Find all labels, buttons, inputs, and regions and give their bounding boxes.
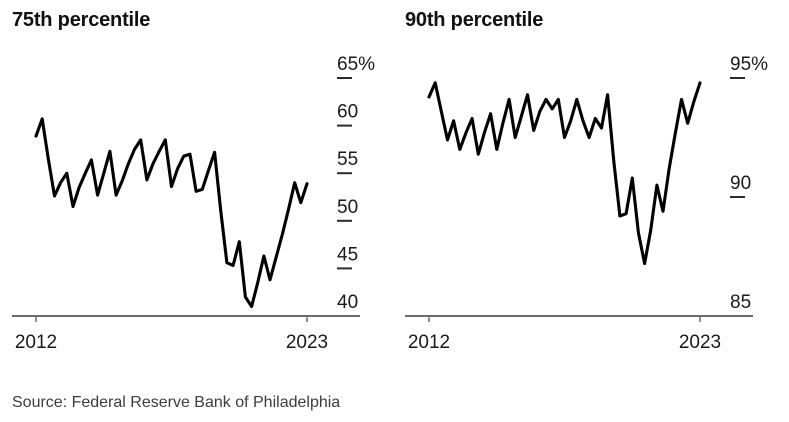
y-tick-label: 50 bbox=[337, 197, 358, 218]
x-tick-label: 2012 bbox=[15, 332, 57, 353]
data-line bbox=[427, 81, 702, 266]
data-line bbox=[34, 117, 309, 309]
chart-90th-percentile: 2012 2023 95% 90 85 bbox=[405, 54, 768, 353]
x-tick-label: 2023 bbox=[679, 332, 721, 353]
source-note: Source: Federal Reserve Bank of Philadel… bbox=[12, 394, 341, 411]
y-tick-label: 65% bbox=[337, 54, 375, 75]
chart-75th-percentile: 2012 2023 65% 60 55 50 45 40 bbox=[12, 54, 375, 353]
y-tick-label: 40 bbox=[337, 292, 358, 313]
y-tick-label: 85 bbox=[730, 292, 751, 313]
y-tick-label: 90 bbox=[730, 173, 751, 194]
chart-panel-75th-percentile: 2012 2023 65% 60 55 50 45 40 75th percentile bbox=[0, 0, 393, 372]
y-tick-label: 95% bbox=[730, 54, 768, 75]
y-tick-label: 60 bbox=[337, 102, 358, 123]
chart-title-75th: 75th percentile bbox=[12, 9, 151, 31]
chart-title-90th: 90th percentile bbox=[405, 9, 544, 31]
x-tick-label: 2012 bbox=[408, 332, 450, 353]
y-tick-label: 45 bbox=[337, 244, 358, 265]
x-tick-label: 2023 bbox=[286, 332, 328, 353]
chart-panel-90th-percentile: 2012 2023 95% 90 85 90th percentile bbox=[393, 0, 789, 372]
y-tick-label: 55 bbox=[337, 149, 358, 170]
